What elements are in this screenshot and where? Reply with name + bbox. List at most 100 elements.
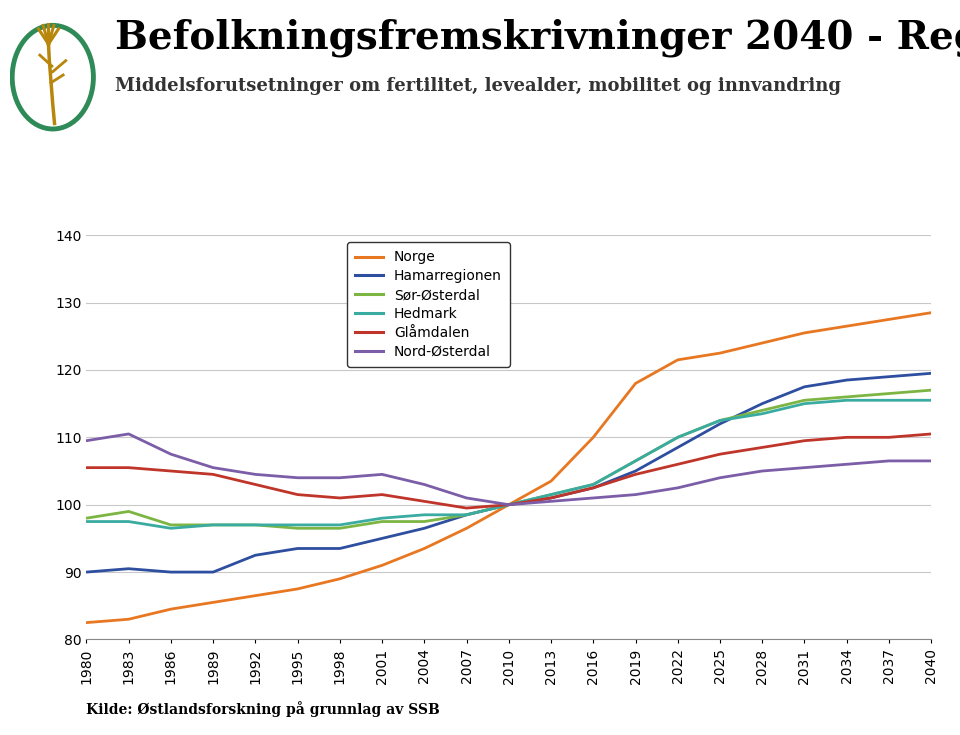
Hedmark: [799, 399, 810, 408]
Sør-Østerdal: [376, 517, 388, 526]
Glåmdalen: [925, 429, 937, 438]
Sør-Østerdal: [461, 510, 472, 519]
Hedmark: [503, 501, 515, 509]
Hedmark: [883, 396, 895, 405]
Glåmdalen: [123, 463, 134, 472]
Hedmark: [672, 433, 684, 442]
Norge: [207, 598, 219, 607]
Sør-Østerdal: [799, 396, 810, 405]
Norge: [334, 575, 346, 584]
Sør-Østerdal: [81, 514, 92, 523]
Line: Norge: Norge: [86, 312, 931, 623]
Line: Sør-Østerdal: Sør-Østerdal: [86, 390, 931, 528]
Glåmdalen: [376, 490, 388, 499]
Hamarregionen: [841, 376, 852, 384]
Glåmdalen: [334, 494, 346, 503]
Nord-Østerdal: [925, 456, 937, 465]
Nord-Østerdal: [841, 460, 852, 469]
Norge: [419, 544, 430, 553]
Norge: [672, 356, 684, 365]
Text: Befolkningsfremskrivninger 2040 - Regioner: Befolkningsfremskrivninger 2040 - Region…: [115, 18, 960, 57]
Norge: [630, 379, 641, 388]
Nord-Østerdal: [545, 497, 557, 506]
Text: Kilde: Østlandsforskning på grunnlag av SSB: Kilde: Østlandsforskning på grunnlag av …: [86, 700, 440, 717]
Hamarregionen: [672, 443, 684, 452]
Hamarregionen: [461, 510, 472, 519]
Norge: [250, 591, 261, 600]
Glåmdalen: [672, 460, 684, 469]
Norge: [799, 329, 810, 337]
Text: Middelsforutsetninger om fertilitet, levealder, mobilitet og innvandring: Middelsforutsetninger om fertilitet, lev…: [115, 77, 841, 95]
Hedmark: [250, 520, 261, 529]
Nord-Østerdal: [165, 450, 177, 459]
Nord-Østerdal: [630, 490, 641, 499]
Legend: Norge, Hamarregionen, Sør-Østerdal, Hedmark, Glåmdalen, Nord-Østerdal: Norge, Hamarregionen, Sør-Østerdal, Hedm…: [347, 242, 510, 367]
Nord-Østerdal: [419, 480, 430, 489]
Hedmark: [334, 520, 346, 529]
Glåmdalen: [630, 470, 641, 478]
Hedmark: [207, 520, 219, 529]
Glåmdalen: [841, 433, 852, 442]
Nord-Østerdal: [250, 470, 261, 478]
Glåmdalen: [503, 501, 515, 509]
Glåmdalen: [207, 470, 219, 478]
Glåmdalen: [81, 463, 92, 472]
Hamarregionen: [883, 373, 895, 381]
Sør-Østerdal: [334, 524, 346, 533]
Norge: [756, 339, 768, 348]
Hedmark: [630, 456, 641, 465]
Norge: [81, 618, 92, 627]
Norge: [376, 561, 388, 570]
Hamarregionen: [165, 567, 177, 576]
Sør-Østerdal: [672, 433, 684, 442]
Hamarregionen: [756, 399, 768, 408]
Line: Nord-Østerdal: Nord-Østerdal: [86, 434, 931, 505]
Glåmdalen: [250, 480, 261, 489]
Sør-Østerdal: [756, 406, 768, 415]
Norge: [123, 614, 134, 623]
Hamarregionen: [630, 467, 641, 476]
Sør-Østerdal: [123, 507, 134, 516]
Nord-Østerdal: [334, 473, 346, 482]
Nord-Østerdal: [588, 494, 599, 503]
Hedmark: [81, 517, 92, 526]
Norge: [883, 315, 895, 324]
Hamarregionen: [799, 382, 810, 391]
Hedmark: [841, 396, 852, 405]
Sør-Østerdal: [503, 501, 515, 509]
Glåmdalen: [714, 450, 726, 459]
Nord-Østerdal: [672, 484, 684, 492]
Hamarregionen: [292, 544, 303, 553]
Sør-Østerdal: [925, 386, 937, 395]
Hedmark: [461, 510, 472, 519]
Hamarregionen: [419, 524, 430, 533]
Nord-Østerdal: [503, 501, 515, 509]
Glåmdalen: [588, 484, 599, 492]
Nord-Østerdal: [883, 456, 895, 465]
Sør-Østerdal: [883, 389, 895, 398]
Nord-Østerdal: [461, 494, 472, 503]
Sør-Østerdal: [841, 392, 852, 401]
Norge: [588, 433, 599, 442]
Hamarregionen: [250, 551, 261, 559]
Glåmdalen: [545, 494, 557, 503]
Nord-Østerdal: [207, 463, 219, 472]
Sør-Østerdal: [714, 416, 726, 425]
Line: Glåmdalen: Glåmdalen: [86, 434, 931, 508]
Glåmdalen: [799, 437, 810, 445]
Hedmark: [545, 490, 557, 499]
Hamarregionen: [81, 567, 92, 576]
Nord-Østerdal: [123, 429, 134, 438]
Hedmark: [588, 480, 599, 489]
Line: Hedmark: Hedmark: [86, 401, 931, 528]
Hamarregionen: [123, 564, 134, 573]
Sør-Østerdal: [165, 520, 177, 529]
Glåmdalen: [461, 503, 472, 512]
Hedmark: [419, 510, 430, 519]
Sør-Østerdal: [630, 456, 641, 465]
Hedmark: [123, 517, 134, 526]
Glåmdalen: [883, 433, 895, 442]
Nord-Østerdal: [799, 463, 810, 472]
Hedmark: [925, 396, 937, 405]
Hamarregionen: [714, 420, 726, 429]
